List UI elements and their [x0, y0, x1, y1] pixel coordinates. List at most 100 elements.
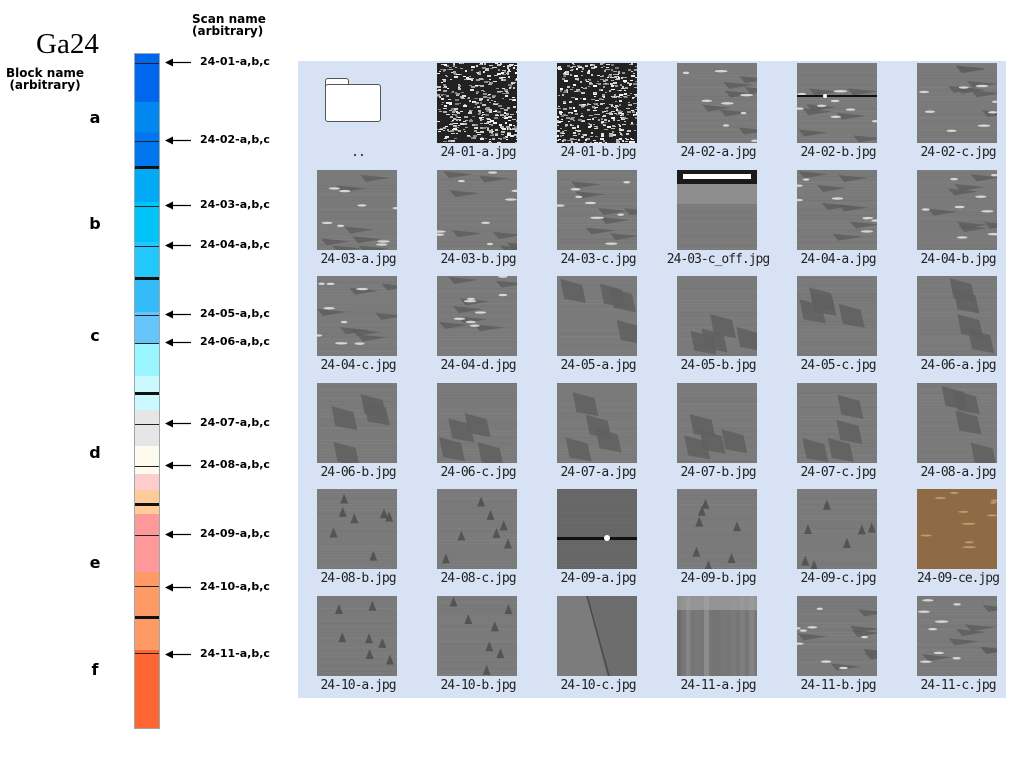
block-boundary-line: [135, 616, 159, 619]
file-item[interactable]: 24-06-a.jpg: [898, 274, 1018, 378]
file-name: 24-02-c.jpg: [920, 145, 996, 160]
diagram-title: Ga24: [36, 28, 99, 60]
file-item[interactable]: 24-01-a.jpg: [418, 61, 538, 165]
file-item[interactable]: 24-11-a.jpg: [658, 594, 778, 698]
image-thumbnail: [677, 489, 757, 569]
column-segment: [135, 394, 159, 410]
image-thumbnail: [557, 595, 637, 676]
file-item[interactable]: 24-08-c.jpg: [418, 487, 538, 591]
file-name: 24-09-c.jpg: [800, 571, 876, 586]
file-item[interactable]: 24-04-d.jpg: [418, 274, 538, 378]
scan-position-line: [135, 535, 159, 536]
image-thumbnail: [557, 276, 637, 356]
image-thumbnail: [917, 169, 997, 250]
block-label-b: b: [89, 214, 101, 233]
column-segment: [135, 102, 159, 132]
block-label-e: e: [89, 553, 101, 572]
file-item[interactable]: 24-05-b.jpg: [658, 274, 778, 378]
file-item[interactable]: 24-04-b.jpg: [898, 168, 1018, 272]
file-item[interactable]: 24-03-c.jpg: [538, 168, 658, 272]
file-item[interactable]: 24-09-a.jpg: [538, 487, 658, 591]
file-item[interactable]: 24-11-c.jpg: [898, 594, 1018, 698]
sample-color-column: [134, 53, 160, 729]
arrow-left-icon: [165, 461, 191, 470]
file-explorer-pane[interactable]: .. 24-01-a.jpg 24-01-b.jpg 24-02-a.jpg 24-02…: [298, 61, 1006, 698]
file-item[interactable]: 24-08-b.jpg: [298, 487, 418, 591]
file-item[interactable]: 24-02-c.jpg: [898, 61, 1018, 165]
file-name: 24-09-a.jpg: [560, 571, 636, 586]
file-name: 24-03-c.jpg: [560, 251, 636, 267]
file-item[interactable]: 24-06-b.jpg: [298, 381, 418, 485]
file-item[interactable]: 24-03-a.jpg: [298, 168, 418, 272]
file-item[interactable]: 24-09-b.jpg: [658, 487, 778, 591]
file-item[interactable]: 24-09-c.jpg: [778, 487, 898, 591]
file-item[interactable]: 24-06-c.jpg: [418, 381, 538, 485]
arrow-left-icon: [165, 583, 191, 592]
file-name: 24-03-c_off.jpg: [666, 251, 770, 267]
scan-label: 24-11-a,b,c: [200, 647, 270, 660]
file-item[interactable]: 24-07-c.jpg: [778, 381, 898, 485]
file-item[interactable]: 24-10-a.jpg: [298, 594, 418, 698]
file-item[interactable]: 24-04-a.jpg: [778, 168, 898, 272]
file-name: 24-07-a.jpg: [560, 464, 636, 480]
file-item[interactable]: 24-03-b.jpg: [418, 168, 538, 272]
arrow-left-icon: [165, 58, 191, 67]
scan-position-line: [135, 466, 159, 467]
arrow-left-icon: [165, 650, 191, 659]
image-thumbnail: [317, 382, 397, 463]
file-name: 24-07-c.jpg: [800, 464, 876, 480]
scan-label: 24-04-a,b,c: [200, 238, 270, 251]
file-name: 24-06-b.jpg: [320, 464, 396, 480]
image-thumbnail: [917, 489, 997, 569]
folder-icon-tab: [325, 78, 349, 87]
image-thumbnail: [797, 595, 877, 676]
file-name: 24-04-d.jpg: [440, 358, 516, 373]
scan-label: 24-08-a,b,c: [200, 458, 270, 471]
image-thumbnail: [917, 595, 997, 676]
block-boundary-line: [135, 277, 159, 280]
block-boundary-line: [135, 166, 159, 169]
file-item[interactable]: 24-11-b.jpg: [778, 594, 898, 698]
column-segment: [135, 572, 159, 650]
block-label-a: a: [89, 108, 101, 127]
block-label-d: d: [89, 443, 101, 462]
column-segment: [135, 202, 159, 242]
block-label-f: f: [91, 660, 99, 679]
image-thumbnail: [557, 169, 637, 250]
image-thumbnail: [557, 489, 637, 569]
file-name: 24-01-a.jpg: [440, 145, 516, 160]
column-segment: [135, 446, 159, 452]
column-segment: [135, 410, 159, 446]
block-name-header: Block name (arbitrary): [6, 67, 84, 91]
file-item[interactable]: 24-10-b.jpg: [418, 594, 538, 698]
file-item[interactable]: 24-04-c.jpg: [298, 274, 418, 378]
file-item[interactable]: 24-01-b.jpg: [538, 61, 658, 165]
file-item[interactable]: 24-08-a.jpg: [898, 381, 1018, 485]
file-item[interactable]: 24-05-c.jpg: [778, 274, 898, 378]
file-item[interactable]: 24-02-b.jpg: [778, 61, 898, 165]
file-item[interactable]: 24-07-a.jpg: [538, 381, 658, 485]
file-item[interactable]: 24-02-a.jpg: [658, 61, 778, 165]
image-thumbnail: [317, 276, 397, 356]
scan-name-header-line2: (arbitrary): [192, 24, 264, 38]
file-name: 24-08-a.jpg: [920, 464, 996, 480]
image-thumbnail: [677, 63, 757, 143]
image-thumbnail: [917, 63, 997, 143]
column-segment: [135, 242, 159, 276]
image-thumbnail: [797, 276, 877, 356]
block-boundary-line: [135, 503, 159, 506]
column-segment: [135, 490, 159, 514]
file-name: 24-05-c.jpg: [800, 358, 876, 373]
file-item[interactable]: 24-05-a.jpg: [538, 274, 658, 378]
parent-folder-item[interactable]: ..: [298, 61, 418, 165]
file-item[interactable]: 24-10-c.jpg: [538, 594, 658, 698]
file-name: 24-09-b.jpg: [680, 571, 756, 586]
scan-label: 24-05-a,b,c: [200, 307, 270, 320]
image-thumbnail: [437, 169, 517, 250]
column-segment: [135, 276, 159, 312]
block-boundary-line: [135, 392, 159, 395]
file-item[interactable]: 24-09-ce.jpg: [898, 487, 1018, 591]
scan-position-line: [135, 141, 159, 142]
file-item[interactable]: 24-07-b.jpg: [658, 381, 778, 485]
file-item[interactable]: 24-03-c_off.jpg: [658, 168, 778, 272]
